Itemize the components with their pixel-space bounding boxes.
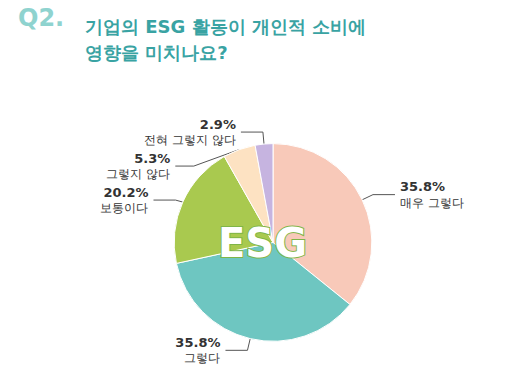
svg-text:35.8%: 35.8%: [175, 335, 220, 350]
svg-text:5.3%: 5.3%: [134, 151, 170, 166]
svg-text:35.8%: 35.8%: [400, 179, 445, 194]
svg-text:ESG: ESG: [218, 220, 307, 266]
svg-text:매우 그렇다: 매우 그렇다: [400, 196, 464, 210]
svg-text:Q2.: Q2.: [18, 4, 64, 32]
svg-text:그렇지 않다: 그렇지 않다: [106, 167, 170, 181]
svg-text:보통이다: 보통이다: [100, 201, 148, 215]
svg-text:20.2%: 20.2%: [103, 185, 148, 200]
svg-text:영향을 미치나요?: 영향을 미치나요?: [85, 42, 228, 63]
svg-text:기업의 ESG 활동이 개인적 소비에: 기업의 ESG 활동이 개인적 소비에: [85, 16, 372, 37]
svg-text:전혀 그렇지 않다: 전혀 그렇지 않다: [144, 133, 236, 147]
svg-text:그렇다: 그렇다: [184, 351, 220, 365]
svg-text:2.9%: 2.9%: [200, 117, 236, 132]
